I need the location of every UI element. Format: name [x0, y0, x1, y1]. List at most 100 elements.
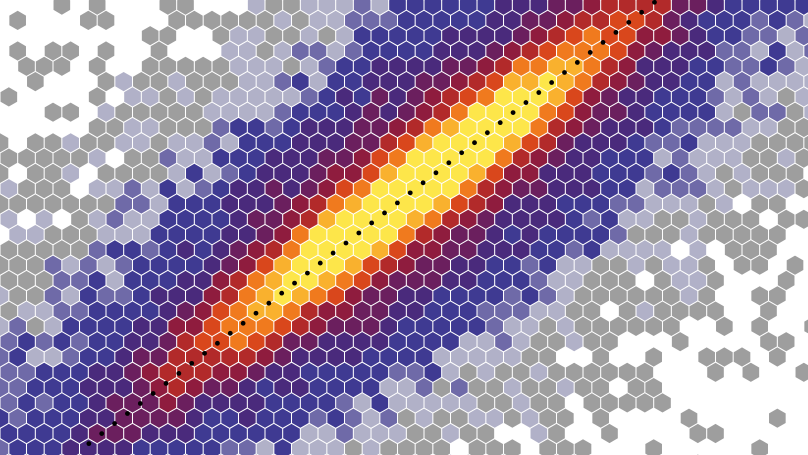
- hexbin-cell: [477, 362, 495, 382]
- hexbin-cell: [769, 10, 786, 31]
- hexbin-cell: [115, 316, 132, 336]
- hexbin-cell: [477, 117, 495, 138]
- hexbin-cell: [592, 255, 609, 275]
- hexbin-cell: [221, 286, 238, 306]
- hexbin-cell: [362, 347, 380, 367]
- hexbin-cell: [283, 332, 300, 352]
- hexbin-cell: [539, 408, 556, 428]
- hexbin-cell: [256, 408, 274, 428]
- hexbin-cell: [733, 347, 751, 367]
- hexbin-cell: [707, 362, 724, 382]
- hexbin-cell: [353, 270, 371, 291]
- hexbin-cell: [336, 393, 353, 413]
- hexbin-cell: [459, 0, 477, 15]
- hexbin-cell: [53, 179, 71, 199]
- hexbin-cell: [239, 316, 256, 336]
- trend-line-dot: [484, 130, 490, 136]
- hexbin-cell: [327, 163, 344, 183]
- hexbin-cell: [18, 148, 35, 168]
- hexbin-cell: [141, 148, 159, 168]
- hexbin-cell: [671, 332, 689, 352]
- hexbin-cell: [274, 102, 291, 122]
- hexbin-cell: [115, 286, 132, 306]
- hexbin-cell: [274, 286, 291, 306]
- hexbin-cell: [583, 209, 601, 229]
- hexbin-cell: [663, 163, 680, 183]
- hexbin-cell: [247, 0, 265, 15]
- hexbin-cell: [663, 72, 680, 92]
- hexbin-cell: [583, 87, 601, 107]
- hexbin-cell: [115, 133, 132, 153]
- hexbin-cell: [9, 316, 26, 336]
- hexbin-cell: [186, 72, 203, 92]
- hexbin-cell: [574, 102, 592, 122]
- hexbin-cell: [115, 378, 132, 398]
- hexbin-cell: [459, 26, 477, 46]
- hexbin-cell: [592, 286, 609, 306]
- hexbin-cell: [433, 439, 450, 455]
- hexbin-cell: [124, 362, 141, 382]
- hexbin-cell: [0, 347, 9, 367]
- hexbin-cell: [707, 0, 724, 15]
- hexbin-cell: [698, 225, 715, 245]
- hexbin-cell: [239, 133, 256, 153]
- hexbin-cell: [530, 362, 548, 382]
- hexbin-cell: [80, 286, 97, 306]
- hexbin-cell: [150, 225, 168, 245]
- hexbin-cell: [610, 72, 627, 92]
- hexbin-cell: [371, 423, 389, 444]
- hexbin-cell: [106, 362, 124, 382]
- hexbin-cell: [671, 26, 689, 46]
- hexbin-cell: [698, 163, 715, 183]
- hexbin-cell: [353, 117, 371, 138]
- hexbin-cell: [371, 179, 389, 199]
- hexbin-cell: [645, 163, 662, 183]
- hexbin-cell: [442, 148, 459, 168]
- hexbin-cell: [203, 10, 221, 31]
- hexbin-cell: [186, 194, 203, 214]
- trend-line-dot: [292, 280, 297, 286]
- hexbin-cell: [309, 316, 327, 336]
- hexbin-cell: [777, 209, 795, 229]
- hexbin-cell: [212, 362, 230, 382]
- hexbin-cell: [468, 225, 486, 245]
- hexbin-cell: [521, 225, 539, 245]
- hexbin-cell: [380, 10, 397, 31]
- hexbin-cell: [88, 0, 106, 15]
- hexbin-cell: [486, 163, 503, 183]
- hexbin-cell: [583, 0, 601, 15]
- trend-line-dot: [549, 80, 555, 85]
- hexbin-cell: [203, 286, 221, 306]
- hexbin-cell: [283, 179, 300, 199]
- hexbin-cell: [124, 240, 141, 260]
- hexbin-cell: [221, 133, 238, 153]
- hexbin-cell: [742, 87, 760, 107]
- hexbin-cell: [804, 319, 808, 334]
- hexbin-cell: [433, 225, 450, 245]
- hexbin-cell: [777, 332, 795, 352]
- hexbin-cell: [689, 270, 707, 291]
- hexbin-cell: [380, 439, 397, 455]
- hexbin-cell: [186, 316, 203, 336]
- hexbin-cell: [106, 240, 124, 260]
- hexbin-cell: [645, 41, 662, 61]
- hexbin-cell: [327, 378, 344, 398]
- hexbin-cell: [141, 423, 159, 444]
- hexbin-cell: [327, 225, 344, 245]
- hexbin-cell: [203, 133, 221, 153]
- hexbin-cell: [292, 408, 309, 428]
- hexbin-cell: [168, 102, 185, 122]
- hexbin-cell: [557, 316, 574, 336]
- hexbin-cell: [300, 301, 318, 321]
- hexbin-cell: [106, 179, 124, 199]
- hexbin-cell: [398, 347, 415, 367]
- hexbin-cell: [636, 393, 654, 413]
- hexbin-cell: [159, 240, 177, 260]
- hexbin-cell: [671, 117, 689, 138]
- hexbin-cell: [777, 148, 795, 168]
- hexbin-cell: [309, 255, 327, 275]
- hexbin-cell: [80, 378, 97, 398]
- hexbin-cell: [468, 163, 486, 183]
- trend-line-dot: [420, 180, 426, 186]
- hexbin-cell: [442, 240, 459, 260]
